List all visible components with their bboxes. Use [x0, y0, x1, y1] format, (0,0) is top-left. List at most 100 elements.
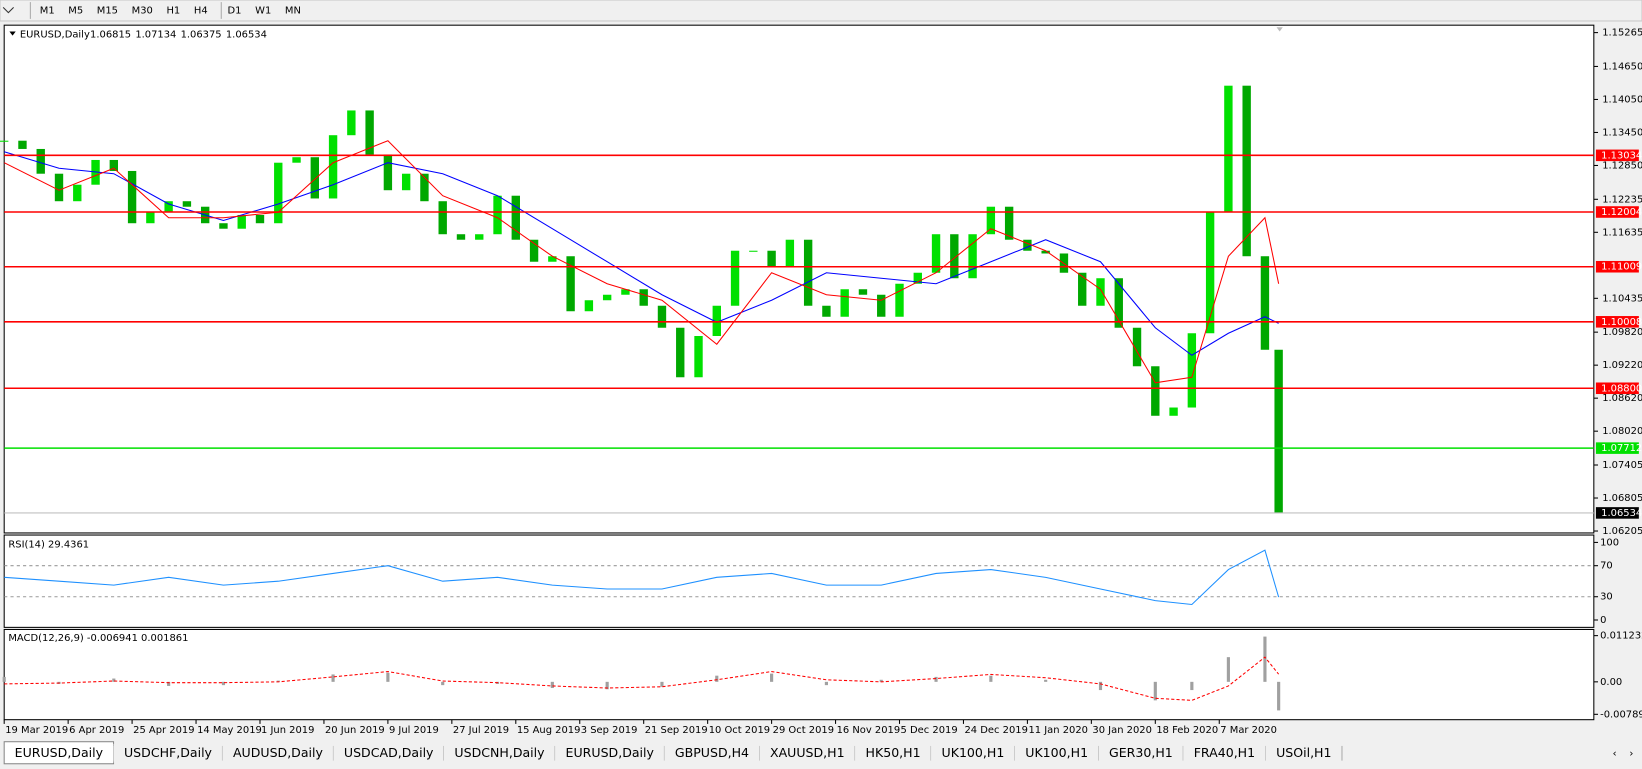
date-label: 11 Jan 2020 — [1028, 725, 1088, 736]
macd-panel — [3, 628, 1595, 721]
rsi-tick-label: 70 — [1600, 561, 1613, 572]
level-label-box — [1595, 206, 1639, 218]
tab-label[interactable]: EURUSD,Daily — [566, 745, 655, 760]
tab[interactable]: XAUUSD,H1 — [759, 743, 856, 763]
candle — [146, 212, 155, 224]
tab-scroll-left[interactable]: ‹ — [1613, 748, 1617, 759]
tab[interactable]: GER30,H1 — [1098, 743, 1184, 763]
macd-histogram-bar — [989, 675, 993, 682]
timeframe-button[interactable]: M15 — [97, 5, 118, 16]
date-label: 30 Jan 2020 — [1092, 725, 1152, 736]
tab-label[interactable]: USDCAD,Daily — [344, 745, 434, 760]
date-label: 9 Jul 2019 — [389, 725, 439, 736]
tab[interactable]: USOil,H1 — [1265, 743, 1343, 763]
tab-box — [1183, 743, 1266, 763]
tab[interactable]: GBPUSD,H4 — [664, 743, 761, 763]
price-label: 1.12235 — [1602, 194, 1642, 205]
tab-box — [1098, 743, 1184, 763]
tab-label[interactable]: AUDUSD,Daily — [233, 745, 324, 760]
tab-label[interactable]: UK100,H1 — [942, 745, 1005, 760]
price-label: 1.14650 — [1602, 61, 1642, 72]
macd-histogram-bar — [167, 681, 171, 686]
timeframe-button[interactable]: M1 — [40, 5, 55, 16]
candle — [1114, 278, 1123, 328]
price-label: 1.12850 — [1602, 160, 1642, 171]
tab[interactable]: EURUSD,Daily — [555, 743, 665, 763]
price-label: 1.09220 — [1602, 360, 1642, 371]
candle — [785, 239, 795, 268]
tab[interactable]: USDCHF,Daily — [113, 743, 224, 763]
timeframe-button[interactable]: W1 — [255, 5, 271, 16]
tab[interactable]: AUDUSD,Daily — [222, 743, 334, 763]
tab-label[interactable]: HK50,H1 — [866, 745, 921, 760]
timeframe-button[interactable]: D1 — [228, 5, 242, 16]
tab[interactable]: FRA40,H1 — [1183, 743, 1267, 763]
tab[interactable]: USDCAD,Daily — [333, 743, 445, 763]
level-label-box — [1595, 260, 1639, 273]
tab-label[interactable]: XAUUSD,H1 — [770, 745, 845, 760]
macd-histogram-bar — [1277, 681, 1281, 711]
tab-label[interactable]: EURUSD,Daily — [15, 745, 104, 760]
tab[interactable]: UK100,H1 — [1014, 743, 1100, 763]
candle — [767, 250, 776, 268]
tab[interactable]: HK50,H1 — [855, 743, 932, 763]
candle — [456, 234, 466, 240]
timeframe-button[interactable]: M5 — [68, 5, 83, 16]
macd-histogram-bar — [879, 679, 883, 682]
tab-label[interactable]: FRA40,H1 — [1194, 745, 1255, 760]
candle — [584, 300, 594, 312]
candle — [1151, 366, 1160, 416]
rsi-line — [4, 549, 1280, 606]
candle — [877, 294, 886, 317]
candle — [18, 140, 27, 149]
timeframe-button[interactable]: H4 — [194, 5, 208, 16]
candle — [639, 289, 648, 306]
ohlc-value: 1.06815 — [90, 30, 131, 41]
timeframe-button[interactable]: M30 — [132, 5, 153, 16]
tab-box — [222, 743, 334, 763]
tab-label[interactable]: GBPUSD,H4 — [675, 745, 749, 760]
tab-label[interactable]: UK100,H1 — [1025, 745, 1088, 760]
panel-menu[interactable] — [9, 31, 16, 36]
candle — [931, 234, 941, 273]
candle — [1004, 206, 1014, 240]
tab-scroll-right[interactable]: › — [1629, 748, 1633, 759]
candle — [1224, 85, 1233, 213]
tab-box — [555, 743, 665, 763]
candle — [676, 327, 685, 378]
level-label: 1.07712 — [1601, 443, 1642, 454]
toolbar-icon[interactable] — [2, 6, 14, 14]
moving-average — [4, 151, 1279, 356]
price-label: 1.15265 — [1602, 28, 1642, 39]
candle — [36, 148, 45, 174]
timeframe-button[interactable]: H1 — [166, 5, 180, 16]
date-label: 20 Jun 2019 — [325, 725, 385, 736]
macd-histogram-bar — [824, 681, 828, 686]
candle — [1187, 333, 1197, 408]
candle — [109, 159, 119, 171]
timeframe-button[interactable]: MN — [285, 5, 301, 16]
date-label: 10 Oct 2019 — [709, 725, 770, 736]
date-label: 16 Nov 2019 — [837, 725, 901, 736]
candle — [365, 110, 374, 155]
tab-box — [759, 743, 856, 763]
price-label: 1.08020 — [1602, 426, 1642, 437]
macd-histogram-bar — [715, 675, 719, 682]
tab[interactable]: EURUSD,Daily — [3, 741, 115, 765]
date-label: 3 Sep 2019 — [581, 725, 638, 736]
tab-label[interactable]: USDCNH,Daily — [454, 745, 545, 760]
tab[interactable]: UK100,H1 — [931, 743, 1016, 763]
tab-label[interactable]: GER30,H1 — [1109, 745, 1173, 760]
candle — [420, 173, 429, 202]
macd-histogram-bar — [276, 680, 280, 682]
tab[interactable]: USDCNH,Daily — [443, 743, 556, 763]
candle — [438, 201, 447, 235]
tab-label[interactable]: USOil,H1 — [1276, 745, 1331, 760]
tab-label[interactable]: USDCHF,Daily — [124, 745, 213, 760]
candle — [54, 173, 64, 202]
tab-box — [443, 743, 556, 763]
macd-tick-label: 0.00 — [1600, 677, 1622, 688]
macd-histogram-bar — [605, 681, 609, 690]
candle — [383, 154, 393, 191]
candle — [694, 336, 703, 378]
